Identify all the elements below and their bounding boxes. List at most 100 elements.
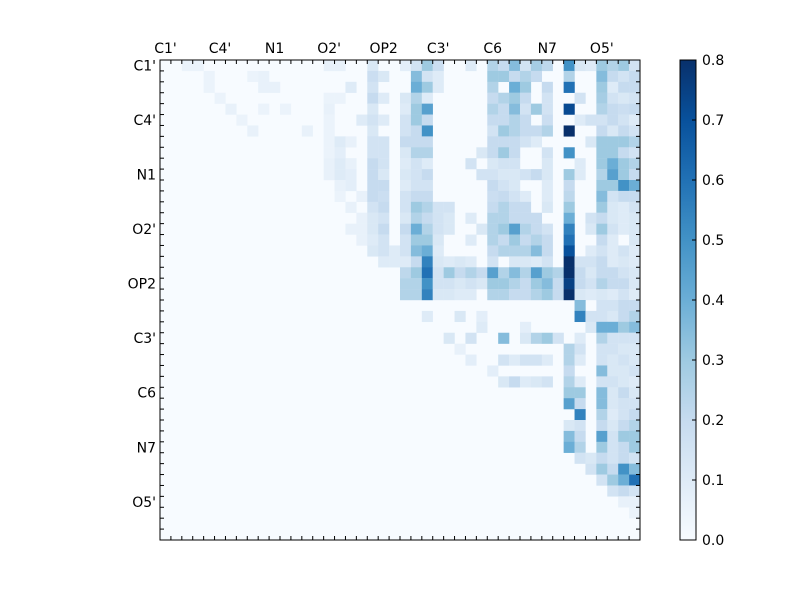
heatmap-cell bbox=[509, 289, 521, 301]
heatmap-cell bbox=[563, 256, 575, 268]
heatmap-cell bbox=[618, 212, 630, 224]
heatmap-cell bbox=[607, 485, 619, 497]
heatmap-cell bbox=[498, 332, 510, 344]
heatmap-cell bbox=[596, 92, 608, 104]
heatmap-cell bbox=[421, 234, 433, 246]
heatmap-cell bbox=[378, 147, 390, 159]
heatmap-cell bbox=[258, 103, 270, 115]
heatmap-cell bbox=[367, 114, 379, 126]
heatmap-cell bbox=[607, 310, 619, 323]
heatmap-cell bbox=[367, 103, 379, 115]
heatmap-cell bbox=[618, 332, 630, 344]
heatmap-cell bbox=[421, 190, 433, 203]
heatmap-cell bbox=[618, 114, 630, 126]
heatmap-cell bbox=[410, 125, 423, 137]
colorbar-tick-label: 0.2 bbox=[702, 413, 724, 429]
heatmap-cell bbox=[410, 114, 423, 126]
heatmap-cell bbox=[596, 387, 608, 399]
heatmap-cell bbox=[596, 365, 608, 377]
heatmap-cell bbox=[520, 70, 532, 83]
heatmap-cell bbox=[487, 201, 499, 213]
heatmap-cell bbox=[596, 147, 608, 159]
heatmap-cell bbox=[574, 92, 586, 104]
heatmap-cell bbox=[629, 92, 641, 104]
colorbar-tick-label: 0.1 bbox=[702, 473, 724, 489]
heatmap-cell bbox=[574, 387, 586, 399]
heatmap-cell bbox=[498, 180, 510, 192]
heatmap-cell bbox=[432, 267, 444, 279]
heatmap-cell bbox=[498, 190, 510, 203]
heatmap-cell bbox=[596, 398, 608, 410]
heatmap-cell bbox=[596, 158, 608, 170]
heatmap-cell bbox=[585, 278, 597, 290]
colorbar-tick-labels: 0.0 0.1 0.2 0.3 0.4 0.5 0.6 0.7 0.8 bbox=[692, 53, 724, 549]
heatmap-cell bbox=[563, 420, 575, 432]
heatmap-cell bbox=[541, 245, 553, 257]
heatmap-cell bbox=[629, 332, 641, 344]
heatmap-cell bbox=[607, 430, 619, 443]
heatmap-cell bbox=[541, 114, 553, 126]
heatmap-cell bbox=[618, 387, 630, 399]
heatmap-cell bbox=[378, 234, 390, 246]
heatmap-cell bbox=[487, 81, 499, 93]
colorbar-tick-label: 0.6 bbox=[702, 173, 724, 189]
heatmap-cell bbox=[509, 212, 521, 224]
heatmap-cell bbox=[421, 267, 433, 279]
heatmap-cell bbox=[596, 245, 608, 257]
heatmap-cell bbox=[443, 212, 455, 224]
heatmap-cell bbox=[367, 136, 379, 148]
heatmap-cell bbox=[618, 365, 630, 377]
heatmap-cell bbox=[618, 321, 630, 333]
heatmap-cell bbox=[618, 474, 630, 486]
heatmap-cell bbox=[410, 267, 423, 279]
heatmap-cell bbox=[498, 376, 510, 388]
heatmap-cell bbox=[618, 496, 630, 508]
heatmap-cell bbox=[520, 256, 532, 268]
heatmap-cell bbox=[607, 212, 619, 224]
heatmap-cell bbox=[629, 81, 641, 93]
heatmap-cell bbox=[574, 332, 586, 344]
heatmap-cell bbox=[410, 234, 423, 246]
heatmap-cell bbox=[618, 256, 630, 268]
heatmap-cell bbox=[629, 321, 641, 333]
heatmap-cell bbox=[629, 169, 641, 181]
heatmap-cell bbox=[596, 420, 608, 432]
heatmap-cell bbox=[498, 158, 510, 170]
heatmap-cell bbox=[574, 441, 586, 453]
heatmap-cell bbox=[356, 212, 368, 224]
heatmap-cell bbox=[498, 223, 510, 235]
heatmap-cell bbox=[378, 190, 390, 203]
heatmap-cell bbox=[476, 169, 488, 181]
heatmap-cell bbox=[618, 354, 630, 366]
heatmap-cell bbox=[563, 289, 575, 301]
colorbar-tick-label: 0.3 bbox=[702, 353, 724, 369]
heatmap-cell bbox=[541, 201, 553, 213]
heatmap-cell bbox=[400, 267, 412, 279]
heatmap-cell bbox=[487, 103, 499, 115]
heatmap-cell bbox=[258, 81, 270, 93]
heatmap-cell bbox=[476, 223, 488, 235]
heatmap-cell bbox=[607, 158, 619, 170]
heatmap-cell bbox=[629, 463, 641, 475]
heatmap-cell bbox=[367, 245, 379, 257]
heatmap-cell bbox=[607, 300, 619, 312]
heatmap-cell bbox=[563, 387, 575, 399]
heatmap-cell bbox=[629, 343, 641, 355]
heatmap-cell bbox=[367, 147, 379, 159]
heatmap-cell bbox=[563, 245, 575, 257]
heatmap-cell bbox=[607, 92, 619, 104]
heatmap-cell bbox=[378, 114, 390, 126]
heatmap-cell bbox=[400, 256, 412, 268]
heatmap-cell bbox=[607, 190, 619, 203]
x-tick-label: N1 bbox=[265, 41, 284, 57]
heatmap-cell bbox=[607, 420, 619, 432]
heatmap-cell bbox=[432, 289, 444, 301]
heatmap-cell bbox=[378, 169, 390, 181]
heatmap-cell bbox=[530, 169, 543, 181]
heatmap-cell bbox=[487, 180, 499, 192]
heatmap-cell bbox=[574, 376, 586, 388]
heatmap-cell bbox=[541, 267, 553, 279]
heatmap-cell bbox=[596, 463, 608, 475]
heatmap-cell bbox=[618, 267, 630, 279]
heatmap-cell bbox=[530, 125, 543, 137]
